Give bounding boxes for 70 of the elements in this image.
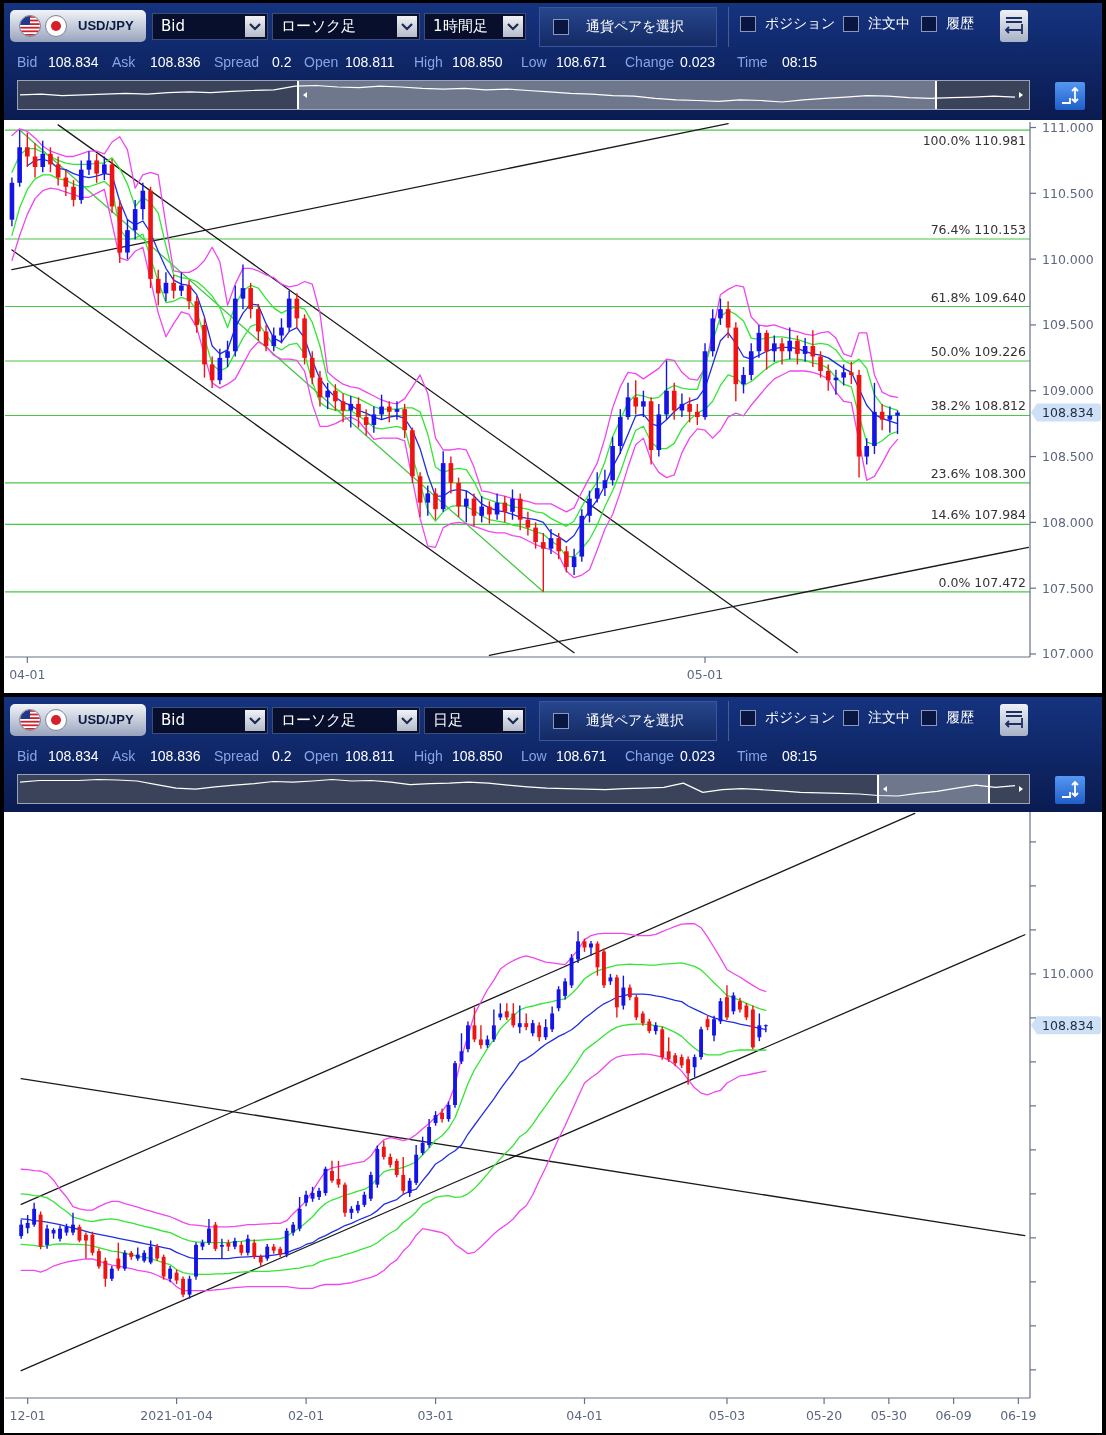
text: 108.850 <box>452 748 503 764</box>
text: 108.850 <box>452 54 503 70</box>
text: ポジション <box>765 709 835 727</box>
text: Low <box>521 748 547 764</box>
ref-line-label: 61.8% 109.640 <box>930 289 1027 305</box>
x-tick-label: 06-09 <box>935 1408 972 1423</box>
text: Spread <box>214 54 260 70</box>
y-tick-label: 108.834 <box>1042 405 1094 421</box>
text: Ask <box>112 54 136 70</box>
y-tick-label: 108.500 <box>1042 449 1094 465</box>
text: Spread <box>214 748 260 764</box>
text: 108.834 <box>48 748 99 764</box>
text: 0.023 <box>680 748 716 764</box>
text: 注文中 <box>868 15 910 33</box>
text: Low <box>521 54 547 70</box>
x-tick-label: 05-01 <box>686 667 724 682</box>
y-tick-label: 110.000 <box>1042 966 1094 982</box>
y-tick-label: 110.000 <box>1042 251 1094 267</box>
text: 08:15 <box>782 54 818 70</box>
x-tick-label: 05-20 <box>805 1408 843 1423</box>
y-tick-label: 107.000 <box>1042 646 1094 662</box>
y-tick-label: 108.000 <box>1042 514 1094 530</box>
ref-line-label: 76.4% 110.153 <box>930 222 1026 237</box>
ref-line-label: 100.0% 110.981 <box>922 133 1026 149</box>
text: 08:15 <box>782 748 818 764</box>
ref-line-label: 14.6% 107.984 <box>930 507 1027 523</box>
x-tick-label: 12-01 <box>9 1408 46 1423</box>
text: 108.671 <box>556 748 607 764</box>
text: 注文中 <box>868 709 910 727</box>
ref-line-label: 0.0% 107.472 <box>938 574 1026 590</box>
ref-line-label: 38.2% 108.812 <box>930 398 1026 414</box>
text: 履歴 <box>946 15 974 33</box>
text: 108.811 <box>345 54 395 70</box>
text: 0.023 <box>680 54 716 70</box>
text: Time <box>737 54 768 70</box>
y-tick-label: 110.500 <box>1042 185 1094 201</box>
text: 履歴 <box>946 709 974 727</box>
y-tick-label: 111.000 <box>1042 120 1094 136</box>
x-tick-label: 03-01 <box>417 1408 454 1423</box>
ref-line-label: 50.0% 109.226 <box>930 344 1027 360</box>
x-tick-label: 2021-01-04 <box>140 1408 213 1423</box>
text: Bid <box>17 748 38 764</box>
text: High <box>414 748 443 764</box>
text: 0.2 <box>272 54 292 70</box>
text: Time <box>737 748 768 764</box>
y-tick-label: 109.500 <box>1042 317 1094 333</box>
text: Bid <box>17 54 38 70</box>
x-tick-label: 04-01 <box>566 1408 603 1423</box>
x-tick-label: 05-30 <box>870 1408 908 1423</box>
text: 108.834 <box>48 54 99 70</box>
text: 108.811 <box>345 748 395 764</box>
text: 108.671 <box>556 54 607 70</box>
text: High <box>414 54 443 70</box>
x-tick-label: 04-01 <box>9 667 46 682</box>
text: Change <box>625 54 675 70</box>
text: 108.836 <box>150 54 201 70</box>
x-tick-label: 02-01 <box>287 1408 325 1423</box>
text: 0.2 <box>272 748 292 764</box>
text: Open <box>304 748 339 764</box>
ref-line-label: 23.6% 108.300 <box>930 465 1027 481</box>
text: ポジション <box>765 15 835 33</box>
x-tick-label: 06-19 <box>1000 1408 1037 1423</box>
y-tick-label: 109.000 <box>1042 383 1094 399</box>
text: Ask <box>112 748 136 764</box>
y-tick-label: 108.834 <box>1042 1017 1094 1033</box>
text: Change <box>625 748 675 764</box>
y-tick-label: 107.500 <box>1042 580 1094 596</box>
text: Open <box>304 54 339 70</box>
x-tick-label: 05-03 <box>708 1408 746 1423</box>
text: 108.836 <box>150 748 201 764</box>
